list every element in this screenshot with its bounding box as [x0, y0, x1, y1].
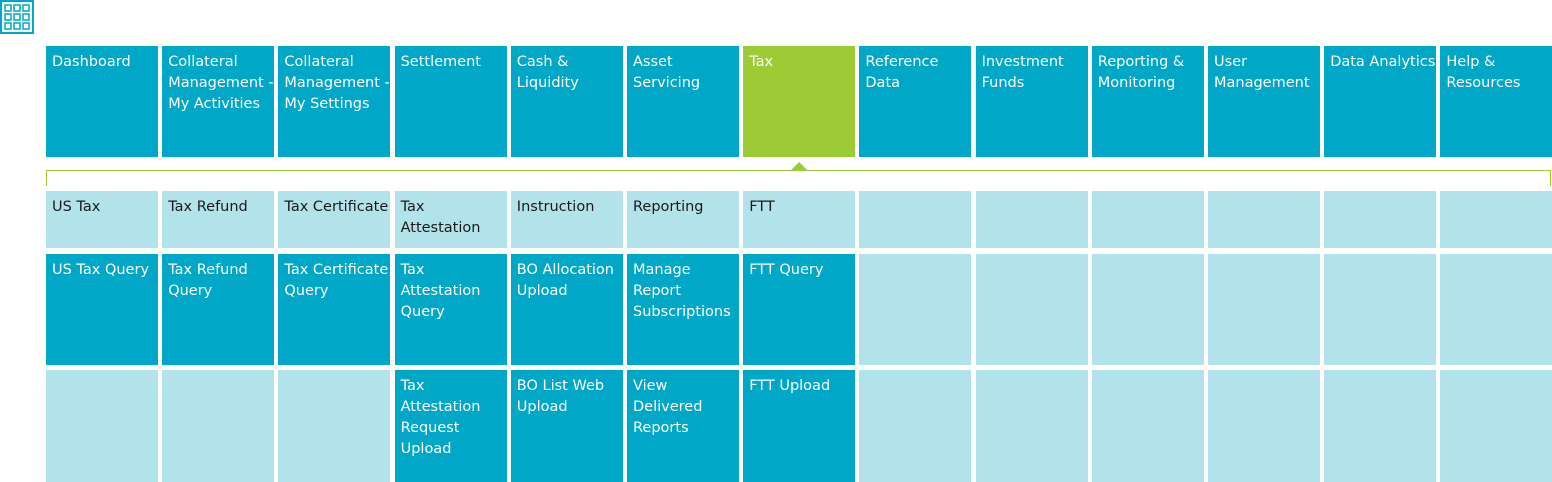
empty-cell	[46, 370, 158, 482]
empty-cell	[975, 191, 1088, 248]
submenu-item[interactable]: Manage Report Subscriptions	[627, 254, 739, 365]
submenu-header: Tax Attestation	[394, 191, 507, 248]
empty-cell	[859, 254, 972, 365]
empty-cell	[1091, 254, 1204, 365]
submenu-header: FTT	[743, 191, 856, 248]
menu-tab[interactable]: Dashboard	[46, 46, 158, 157]
submenu-item[interactable]: Tax Certificate Query	[278, 254, 391, 365]
submenu-item[interactable]: Tax Refund Query	[162, 254, 275, 365]
menu-tab[interactable]: Cash & Liquidity	[510, 46, 623, 157]
menu-tab[interactable]: Help & Resources	[1440, 46, 1552, 157]
empty-cell	[1324, 191, 1437, 248]
empty-cell	[1208, 191, 1320, 248]
submenu-header: Instruction	[510, 191, 623, 248]
menu-tab[interactable]: Collateral Management - My Settings	[278, 46, 391, 157]
submenu-header: Tax Certificate	[278, 191, 391, 248]
submenu-item[interactable]: View Delivered Reports	[627, 370, 739, 482]
empty-cell	[859, 370, 972, 482]
empty-cell	[1208, 370, 1320, 482]
empty-cell	[278, 370, 391, 482]
empty-cell	[1324, 370, 1437, 482]
empty-cell	[1440, 254, 1552, 365]
menu-tab[interactable]: Settlement	[394, 46, 507, 157]
menu-tab[interactable]: Asset Servicing	[627, 46, 739, 157]
menu-tab[interactable]: User Management	[1208, 46, 1320, 157]
empty-cell	[1440, 191, 1552, 248]
empty-cell	[975, 370, 1088, 482]
empty-cell	[1208, 254, 1320, 365]
menu-tab[interactable]: Tax	[743, 46, 856, 157]
submenu-item[interactable]: FTT Query	[743, 254, 856, 365]
empty-cell	[1324, 254, 1437, 365]
submenu-item[interactable]: BO Allocation Upload	[510, 254, 623, 365]
empty-cell	[975, 254, 1088, 365]
submenu-item[interactable]: FTT Upload	[743, 370, 856, 482]
empty-cell	[1091, 370, 1204, 482]
menu-tab[interactable]: Investment Funds	[975, 46, 1088, 157]
empty-cell	[859, 191, 972, 248]
submenu-item[interactable]: Tax Attestation Query	[394, 254, 507, 365]
submenu-header: US Tax	[46, 191, 158, 248]
submenu-item[interactable]: US Tax Query	[46, 254, 158, 365]
menu-tab[interactable]: Data Analytics	[1324, 46, 1437, 157]
submenu-bracket	[46, 162, 1551, 186]
apps-icon[interactable]	[0, 0, 34, 34]
empty-cell	[1440, 370, 1552, 482]
menu-tab[interactable]: Collateral Management - My Activities	[162, 46, 275, 157]
submenu-header: Tax Refund	[162, 191, 275, 248]
empty-cell	[1091, 191, 1204, 248]
empty-cell	[162, 370, 275, 482]
submenu-item[interactable]: BO List Web Upload	[510, 370, 623, 482]
menu-tab[interactable]: Reporting & Monitoring	[1091, 46, 1204, 157]
submenu-header: Reporting	[627, 191, 739, 248]
menu-tab[interactable]: Reference Data	[859, 46, 972, 157]
submenu-item[interactable]: Tax Attestation Request Upload	[394, 370, 507, 482]
